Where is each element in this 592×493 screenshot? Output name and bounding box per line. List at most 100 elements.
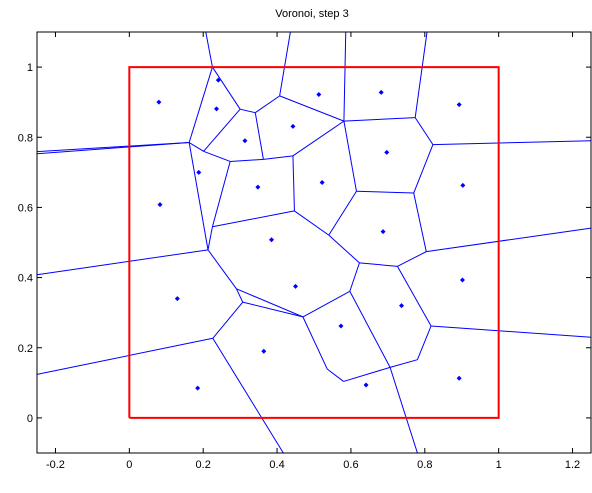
voronoi-edge-31: [235, 288, 244, 303]
voronoi-edge-6: [254, 95, 280, 114]
voronoi-sites: [156, 77, 466, 391]
site-point-12: [460, 182, 466, 188]
voronoi-edge-23: [397, 266, 432, 327]
site-point-9: [196, 169, 202, 175]
voronoi-edge-5: [240, 108, 256, 114]
voronoi-edge-29: [302, 290, 351, 318]
voronoi-edge-49: [36, 337, 213, 375]
x-tick-label-1: 0: [126, 459, 132, 471]
axes-frame: [36, 31, 592, 454]
voronoi-edge-2: [188, 66, 213, 143]
voronoi-edge-17: [328, 191, 357, 236]
x-tick-label-2: 0.2: [196, 459, 211, 471]
site-point-0: [156, 99, 162, 105]
voronoi-edge-42: [292, 120, 345, 157]
y-tick-label-5: 1: [27, 62, 33, 74]
bounding-box: [128, 66, 500, 419]
site-point-22: [456, 375, 462, 381]
site-point-16: [459, 277, 465, 283]
voronoi-edge-11: [414, 31, 428, 118]
y-axis: 0 0.2 0.4 0.6 0.8 1: [18, 62, 591, 425]
voronoi-edge-16: [343, 121, 357, 192]
voronoi-edge-32: [207, 249, 237, 290]
voronoi-edge-30: [242, 301, 304, 318]
site-point-10: [255, 184, 261, 190]
voronoi-edge-18: [328, 234, 360, 264]
voronoi-edge-26: [389, 359, 418, 368]
voronoi-edge-10: [343, 117, 416, 122]
voronoi-edge-4: [203, 108, 241, 152]
voronoi-edge-44: [36, 142, 190, 153]
voronoi-edge-54: [389, 367, 418, 454]
voronoi-edge-15: [356, 190, 414, 194]
site-point-8: [384, 149, 390, 155]
voronoi-edge-51: [302, 316, 328, 370]
site-point-11: [319, 180, 325, 186]
site-point-4: [456, 102, 462, 108]
voronoi-edge-19: [359, 262, 398, 267]
voronoi-edge-40: [203, 150, 231, 162]
voronoi-edge-13: [432, 140, 592, 146]
voronoi-edge-39: [211, 161, 231, 227]
site-point-7: [242, 138, 248, 144]
voronoi-edges: [36, 31, 592, 454]
site-point-18: [174, 296, 180, 302]
voronoi-edge-35: [294, 210, 330, 236]
chart-title: Voronoi, step 3: [275, 8, 348, 20]
site-point-17: [293, 283, 299, 289]
voronoi-edge-20: [397, 251, 427, 267]
y-tick-label-1: 0.2: [18, 343, 33, 355]
voronoi-edge-36: [292, 155, 295, 211]
plot-area: [37, 32, 592, 453]
y-tick-label-4: 0.8: [18, 132, 33, 144]
site-point-14: [269, 237, 275, 243]
site-point-20: [338, 323, 344, 329]
voronoi-edge-45: [36, 249, 209, 276]
site-point-3: [378, 89, 384, 95]
x-tick-label-0: -0.2: [46, 459, 65, 471]
voronoi-edge-1: [212, 66, 241, 110]
voronoi-edge-14: [413, 144, 434, 194]
voronoi-edge-53: [343, 366, 391, 382]
voronoi-edge-48: [212, 301, 244, 339]
y-tick-label-0: 0: [27, 413, 33, 425]
site-point-5: [213, 106, 219, 112]
voronoi-edge-22: [426, 227, 592, 253]
x-tick-label-6: 1: [496, 459, 502, 471]
x-tick-label-4: 0.6: [343, 459, 358, 471]
voronoi-edge-7: [279, 31, 291, 96]
y-tick-label-2: 0.4: [18, 273, 33, 285]
x-tick-label-3: 0.4: [269, 459, 284, 471]
voronoi-edge-41: [254, 112, 264, 160]
voronoi-edge-28: [349, 262, 360, 292]
voronoi-edge-3: [188, 142, 204, 152]
x-axis: -0.2 0 0.2 0.4 0.6 0.8 1 1.2: [46, 32, 580, 471]
voronoi-edge-12: [414, 117, 434, 145]
voronoi-edge-0: [205, 31, 213, 68]
site-point-19: [399, 303, 405, 309]
voronoi-edge-47: [236, 288, 304, 318]
voronoi-edge-46: [188, 142, 209, 250]
voronoi-edge-21: [413, 192, 427, 252]
site-point-23: [363, 382, 369, 388]
site-point-1: [215, 77, 221, 83]
x-tick-label-5: 0.8: [417, 459, 432, 471]
voronoi-edge-34: [212, 210, 295, 228]
voronoi-edge-8: [279, 95, 345, 122]
x-tick-label-7: 1.2: [565, 459, 580, 471]
voronoi-edge-38: [230, 158, 264, 162]
y-tick-label-3: 0.6: [18, 202, 33, 214]
voronoi-edge-9: [343, 31, 347, 122]
site-point-6: [290, 123, 296, 129]
voronoi-edge-37: [263, 155, 294, 160]
site-point-15: [380, 229, 386, 235]
site-point-2: [316, 91, 322, 97]
voronoi-edge-25: [416, 325, 432, 360]
voronoi-edge-50: [212, 338, 284, 454]
site-point-24: [195, 385, 201, 391]
site-point-13: [157, 202, 163, 208]
voronoi-edge-27: [349, 291, 391, 368]
site-point-21: [261, 348, 267, 354]
voronoi-edge-52: [326, 368, 344, 382]
